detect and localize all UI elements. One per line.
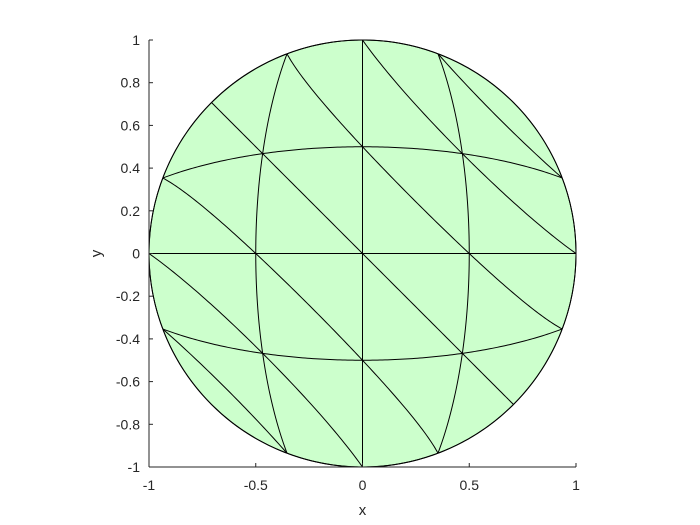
mesh-edge-vertical [255, 153, 264, 254]
mesh-edge-diagonal [211, 102, 263, 154]
y-tick-label: 0 [132, 246, 140, 262]
mesh-edge-diagonal [462, 353, 514, 405]
x-tick-label: 0.5 [460, 477, 480, 493]
mesh-edge-diagonal [255, 253, 363, 361]
mesh-edge-vertical [461, 153, 470, 254]
mesh-edge-diagonal [162, 328, 288, 454]
mesh-edge-diagonal [286, 53, 363, 148]
mesh-edge-diagonal [362, 146, 470, 254]
mesh-edge-diagonal [362, 253, 463, 354]
mesh-edge-diagonal [462, 153, 577, 254]
mesh-edge-vertical [461, 253, 470, 354]
x-tick-label: -1 [143, 477, 156, 493]
mesh-layer [148, 39, 577, 468]
x-axis-label: x [359, 502, 367, 519]
mesh-edge-vertical [255, 253, 264, 354]
mesh-edge-horizontal [362, 352, 463, 361]
y-tick-label: -1 [128, 459, 141, 475]
mesh-edge-horizontal [262, 352, 363, 361]
x-tick-label: -0.5 [244, 477, 268, 493]
mesh-edge-horizontal [162, 153, 263, 179]
mesh-edge-diagonal [362, 39, 463, 154]
y-tick-label: 0.4 [121, 160, 141, 176]
y-axis-label: y [88, 249, 105, 257]
ticks-layer: -1 -0.5 0 0.5 1 -1 -0.8 -0.6 -0.4 -0.2 0 0.2 0.4 0.6 0… [116, 32, 580, 493]
mesh-edge-vertical [437, 53, 463, 154]
mesh-edge-horizontal [162, 328, 263, 354]
mesh-edge-diagonal [262, 153, 363, 254]
mesh-edge-vertical [437, 353, 463, 454]
axes-layer [148, 39, 577, 468]
mesh-edge-horizontal [462, 153, 563, 179]
y-tick-label: 0.2 [121, 203, 141, 219]
y-tick-label: 1 [132, 32, 140, 48]
y-tick-label: -0.4 [116, 331, 140, 347]
mesh-edge-diagonal [162, 177, 257, 254]
mesh-edge-diagonal [362, 359, 439, 454]
mesh-edge-diagonal [468, 253, 563, 330]
mesh-edge-vertical [262, 353, 288, 454]
y-tick-label: -0.2 [116, 288, 140, 304]
mesh-edge-horizontal [462, 328, 563, 354]
x-tick-label: 0 [359, 477, 367, 493]
mesh-edge-vertical [262, 53, 288, 154]
x-tick-label: 1 [572, 477, 580, 493]
y-tick-label: 0.6 [121, 117, 141, 133]
y-tick-label: 0.8 [121, 75, 141, 91]
mesh-edge-diagonal [437, 53, 563, 179]
mesh-edge-horizontal [262, 146, 363, 155]
y-tick-label: -0.6 [116, 374, 140, 390]
mesh-edge-diagonal [262, 353, 363, 468]
y-tick-label: -0.8 [116, 416, 140, 432]
mesh-edge-horizontal [362, 146, 463, 155]
mesh-edge-diagonal [148, 253, 263, 354]
